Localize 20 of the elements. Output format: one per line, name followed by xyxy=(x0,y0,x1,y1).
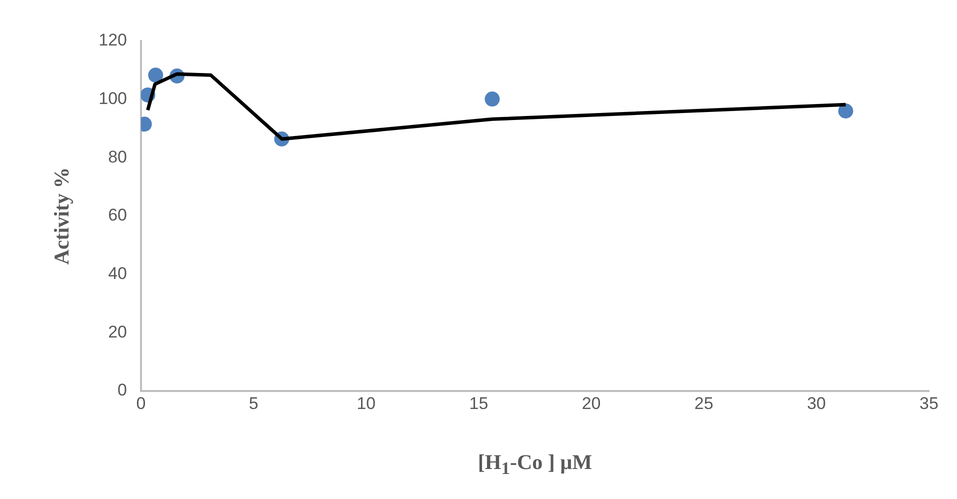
x-tick-label: 35 xyxy=(920,394,938,413)
x-axis-title: [H$_{1}$-Co ] µM xyxy=(478,450,592,480)
point xyxy=(148,68,164,83)
point xyxy=(838,104,854,118)
y-tick-label: 20 xyxy=(108,322,127,342)
x-tick-label: 20 xyxy=(582,394,601,413)
y-axis-title: Activity % xyxy=(50,167,74,265)
x-tick-label: 15 xyxy=(469,394,488,413)
x-tick-label: 0 xyxy=(136,394,146,413)
x-tick-label: 10 xyxy=(356,394,376,413)
x-tick-label: 30 xyxy=(806,394,826,413)
y-tick-label: 120 xyxy=(98,30,127,50)
y-tick-label: 100 xyxy=(98,89,127,108)
y-tick-label: 80 xyxy=(108,147,127,166)
y-tick-label: 40 xyxy=(108,264,127,284)
x-tick-label: 25 xyxy=(694,394,714,413)
y-tick-label: 60 xyxy=(108,206,127,225)
x-tick-label: 5 xyxy=(248,394,258,413)
y-tick-label: 0 xyxy=(118,380,127,400)
point xyxy=(484,92,500,107)
